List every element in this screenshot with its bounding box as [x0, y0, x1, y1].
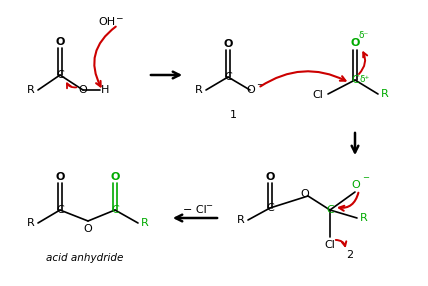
Text: −: −	[115, 13, 123, 23]
Text: O: O	[110, 172, 120, 182]
Text: −: −	[363, 174, 369, 182]
Text: Cl: Cl	[324, 240, 336, 250]
Text: C: C	[56, 205, 64, 215]
Text: C: C	[56, 70, 64, 80]
Text: R: R	[141, 218, 149, 228]
Text: R: R	[27, 218, 35, 228]
Text: − Cl: − Cl	[183, 205, 207, 215]
Text: δ⁻: δ⁻	[359, 31, 369, 41]
Text: Cl: Cl	[312, 90, 324, 100]
Text: O: O	[247, 85, 256, 95]
Text: O: O	[300, 189, 309, 199]
Text: O: O	[83, 224, 92, 234]
Text: 1: 1	[229, 110, 237, 120]
Text: O: O	[79, 85, 87, 95]
Text: R: R	[195, 85, 203, 95]
Text: −: −	[256, 80, 264, 90]
Text: OH: OH	[98, 17, 116, 27]
Text: C: C	[351, 75, 359, 85]
Text: O: O	[55, 172, 65, 182]
Text: H: H	[101, 85, 109, 95]
Text: acid anhydride: acid anhydride	[46, 253, 124, 263]
Text: R: R	[381, 89, 389, 99]
Text: R: R	[360, 213, 368, 223]
Text: C: C	[111, 205, 119, 215]
Text: O: O	[352, 180, 360, 190]
Text: δ⁺: δ⁺	[360, 76, 370, 84]
Text: C: C	[266, 203, 274, 213]
Text: −: −	[205, 202, 212, 210]
Text: R: R	[237, 215, 245, 225]
Text: O: O	[223, 39, 233, 49]
Text: C: C	[224, 72, 232, 82]
Text: 2: 2	[346, 250, 354, 260]
Text: O: O	[55, 37, 65, 47]
Text: O: O	[350, 38, 360, 48]
Text: C: C	[326, 205, 334, 215]
Text: O: O	[265, 172, 275, 182]
Text: R: R	[27, 85, 35, 95]
